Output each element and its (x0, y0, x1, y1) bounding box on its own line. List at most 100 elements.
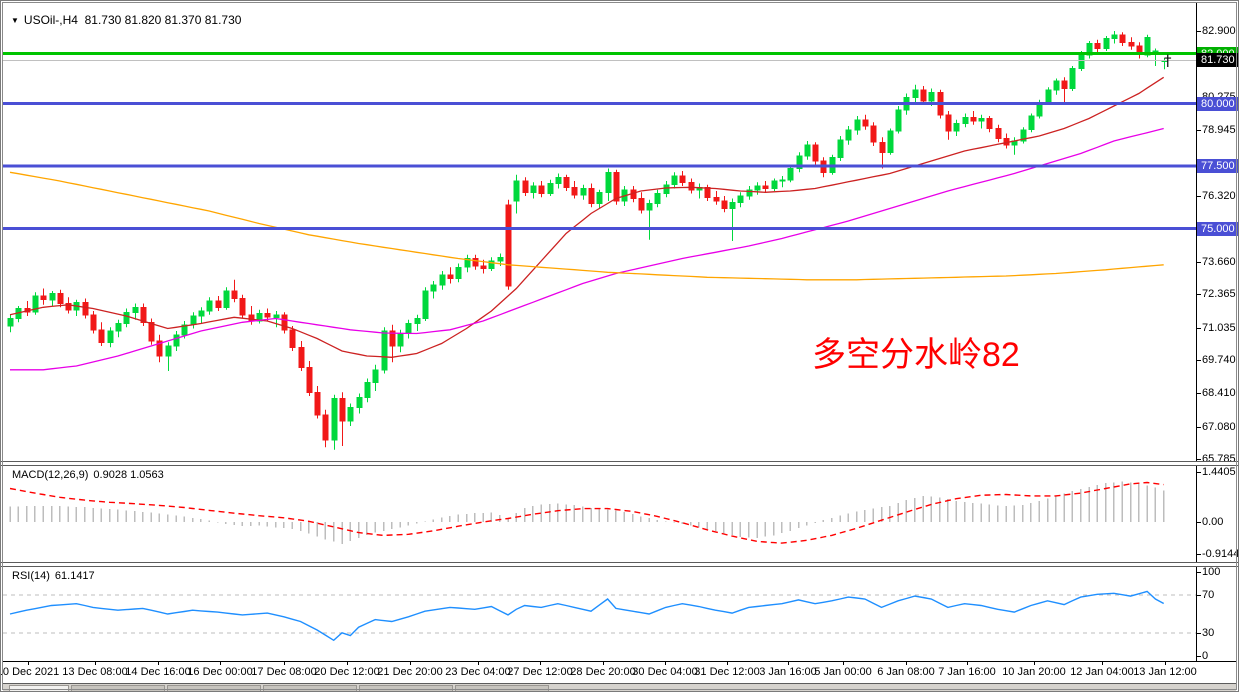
chart-tab[interactable] (359, 685, 453, 692)
candle (522, 180, 529, 193)
candle (273, 314, 280, 318)
candle (156, 340, 163, 357)
candle (115, 323, 122, 332)
time-axis-tick (1034, 661, 1035, 665)
candle (397, 333, 404, 347)
axis-tick (1196, 472, 1201, 473)
candle (389, 330, 396, 347)
time-axis-label: 3 Jan 16:00 (759, 666, 817, 678)
chart-tab[interactable] (167, 685, 261, 692)
candle (737, 195, 744, 203)
chart-tab[interactable] (9, 685, 69, 692)
time-axis-label: 14 Dec 16:00 (125, 666, 191, 678)
candle (754, 185, 761, 191)
current-bar-marker-icon: † (1164, 51, 1172, 69)
axis-tick (1196, 595, 1201, 597)
axis-tick (1196, 294, 1201, 296)
mid-ma-magenta-line (10, 127, 1164, 371)
candle (322, 414, 329, 441)
time-axis-label: 10 Jan 20:00 (1002, 666, 1066, 678)
macd-axis-label: -0.9144 (1202, 548, 1239, 561)
candle (455, 266, 462, 280)
time-axis-label: 10 Dec 2021 (0, 666, 60, 678)
candle (787, 168, 794, 181)
candle (256, 313, 263, 322)
time-axis-tick (665, 661, 666, 665)
candle (298, 346, 305, 368)
time-axis-tick (347, 661, 348, 665)
rsi-axis-label: 30 (1202, 626, 1215, 639)
candle (654, 193, 661, 204)
candle (679, 175, 686, 183)
candle (1045, 89, 1052, 103)
candle (347, 406, 354, 422)
candle (920, 89, 927, 102)
time-axis-tick (95, 661, 96, 665)
time-axis-tick (540, 661, 541, 665)
time-axis-tick (410, 661, 411, 665)
candle (862, 119, 869, 127)
chart-tab[interactable] (263, 685, 357, 692)
candle (1053, 80, 1060, 91)
axis-tick (1196, 458, 1201, 460)
candle (405, 323, 412, 334)
chart-text-annotation: 多空分水岭82 (812, 336, 1020, 374)
candle (364, 381, 371, 398)
time-axis-label: 7 Jan 16:00 (938, 666, 996, 678)
candle (181, 324, 188, 336)
axis-tick (1196, 656, 1201, 657)
chart-tab[interactable] (455, 685, 549, 692)
candle (414, 318, 421, 324)
candle (49, 293, 56, 301)
chart-tabs-strip (3, 683, 1236, 692)
current-price-badge: 81.730 (1197, 53, 1239, 68)
axis-tick (1196, 632, 1201, 634)
candle (32, 295, 39, 313)
time-axis-label: 6 Jan 08:00 (877, 666, 935, 678)
candle (671, 175, 678, 186)
chart-tab[interactable] (71, 685, 165, 692)
axis-tick (1196, 129, 1201, 131)
axis-tick (1196, 554, 1201, 556)
candle (422, 290, 429, 319)
candle (1103, 38, 1110, 49)
candle (729, 201, 736, 210)
pane-separator[interactable] (0, 562, 1239, 567)
candle (306, 366, 313, 393)
candle (223, 290, 230, 308)
candle (1078, 54, 1085, 69)
candle (879, 141, 886, 153)
pane-separator[interactable] (0, 461, 1239, 466)
candle (721, 200, 728, 209)
candle (638, 198, 645, 211)
price-axis-label: 73.660 (1202, 256, 1236, 268)
candle (480, 265, 487, 269)
price-axis-label: 71.035 (1202, 321, 1236, 334)
candle (663, 184, 670, 195)
price-axis-label: 68.410 (1202, 387, 1236, 400)
time-axis-line (3, 661, 1236, 662)
time-axis-tick (843, 661, 844, 665)
time-axis-label: 21 Dec 20:00 (377, 666, 443, 678)
axis-tick (1196, 572, 1201, 573)
candle (945, 114, 952, 132)
candle (912, 89, 919, 98)
rsi-line (9, 590, 1165, 642)
ohlc-values: 81.730 81.820 81.370 81.730 (84, 13, 242, 27)
symbol-dropdown-icon[interactable]: ▼ (11, 16, 19, 25)
fast-ma-red-line (9, 76, 1165, 358)
candle (239, 298, 246, 316)
macd-signal-line (9, 481, 1164, 544)
candle (356, 396, 363, 408)
candle (762, 185, 769, 189)
time-axis-label: 16 Dec 00:00 (187, 666, 253, 678)
candle (173, 334, 180, 347)
candle (804, 144, 811, 157)
rsi-axis-label: 70 (1202, 589, 1215, 602)
price-axis-line (1196, 3, 1197, 661)
price-axis-label: 69.740 (1202, 354, 1236, 366)
time-axis-label: 27 Dec 12:00 (507, 666, 573, 678)
time-axis-tick (1102, 661, 1103, 665)
candle (231, 290, 238, 299)
time-axis-tick (603, 661, 604, 665)
